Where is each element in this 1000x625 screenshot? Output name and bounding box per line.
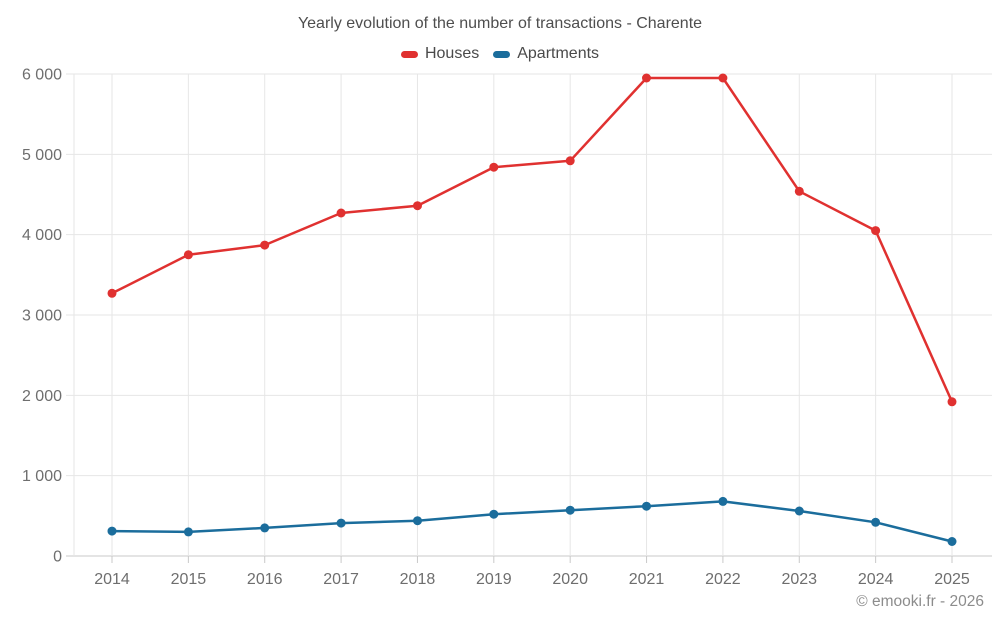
data-point-houses-2022[interactable] <box>718 73 728 83</box>
chart-title: Yearly evolution of the number of transa… <box>297 15 703 32</box>
data-point-houses-2015[interactable] <box>183 250 193 260</box>
legend-label: Apartments <box>517 45 600 62</box>
data-point-houses-2016[interactable] <box>260 240 270 250</box>
apartments-legend-swatch-icon <box>493 50 511 58</box>
x-tick-label: 2025 <box>934 571 970 588</box>
houses-legend-swatch-icon <box>400 50 418 58</box>
data-point-houses-2020[interactable] <box>565 156 575 166</box>
data-point-apartments-2016[interactable] <box>260 523 270 533</box>
series-line-houses <box>110 76 954 404</box>
x-tick-label: 2017 <box>323 571 359 588</box>
series-line-apartments <box>110 500 954 543</box>
x-tick-label: 2019 <box>476 571 512 588</box>
copyright-text: © emooki.fr - 2026 <box>856 593 984 610</box>
data-point-apartments-2018[interactable] <box>413 516 422 526</box>
y-tick-label: 4 000 <box>22 227 62 244</box>
data-point-apartments-2021[interactable] <box>642 501 651 511</box>
y-tick-label: 1 000 <box>22 468 62 485</box>
data-point-houses-2014[interactable] <box>107 288 117 298</box>
data-point-apartments-2025[interactable] <box>947 537 957 546</box>
data-point-houses-2017[interactable] <box>336 208 346 218</box>
x-tick-label: 2022 <box>705 571 741 588</box>
y-tick-label: 0 <box>53 549 62 566</box>
data-point-apartments-2019[interactable] <box>489 509 499 519</box>
data-point-apartments-2023[interactable] <box>794 506 804 516</box>
data-point-houses-2018[interactable] <box>413 201 422 211</box>
x-tick-label: 2015 <box>171 571 207 588</box>
x-tick-label: 2024 <box>858 571 894 588</box>
data-point-houses-2023[interactable] <box>794 186 804 196</box>
y-tick-label: 5 000 <box>22 147 62 164</box>
x-tick-label: 2018 <box>400 571 436 588</box>
data-point-apartments-2017[interactable] <box>336 518 346 528</box>
data-point-houses-2019[interactable] <box>489 162 499 172</box>
y-tick-label: 6 000 <box>22 67 62 84</box>
data-point-apartments-2014[interactable] <box>107 526 117 536</box>
x-tick-label: 2016 <box>247 571 283 588</box>
x-tick-label: 2020 <box>552 571 588 588</box>
data-point-houses-2024[interactable] <box>871 226 881 236</box>
data-point-houses-2021[interactable] <box>642 73 651 83</box>
x-tick-label: 2021 <box>629 571 665 588</box>
data-point-apartments-2024[interactable] <box>871 517 881 527</box>
data-point-apartments-2015[interactable] <box>183 527 193 537</box>
data-point-houses-2025[interactable] <box>947 397 957 407</box>
x-tick-label: 2014 <box>94 571 130 588</box>
chart-legend: Houses Apartments <box>0 45 1000 63</box>
legend-item-apartments[interactable]: Apartments <box>493 45 599 63</box>
y-tick-label: 3 000 <box>22 308 62 325</box>
data-point-apartments-2022[interactable] <box>718 496 728 506</box>
legend-item-houses[interactable]: Houses <box>400 45 480 63</box>
legend-label: Houses <box>424 45 480 62</box>
data-point-apartments-2020[interactable] <box>565 505 575 515</box>
y-tick-label: 2 000 <box>22 388 62 405</box>
x-tick-label: 2023 <box>781 571 817 588</box>
